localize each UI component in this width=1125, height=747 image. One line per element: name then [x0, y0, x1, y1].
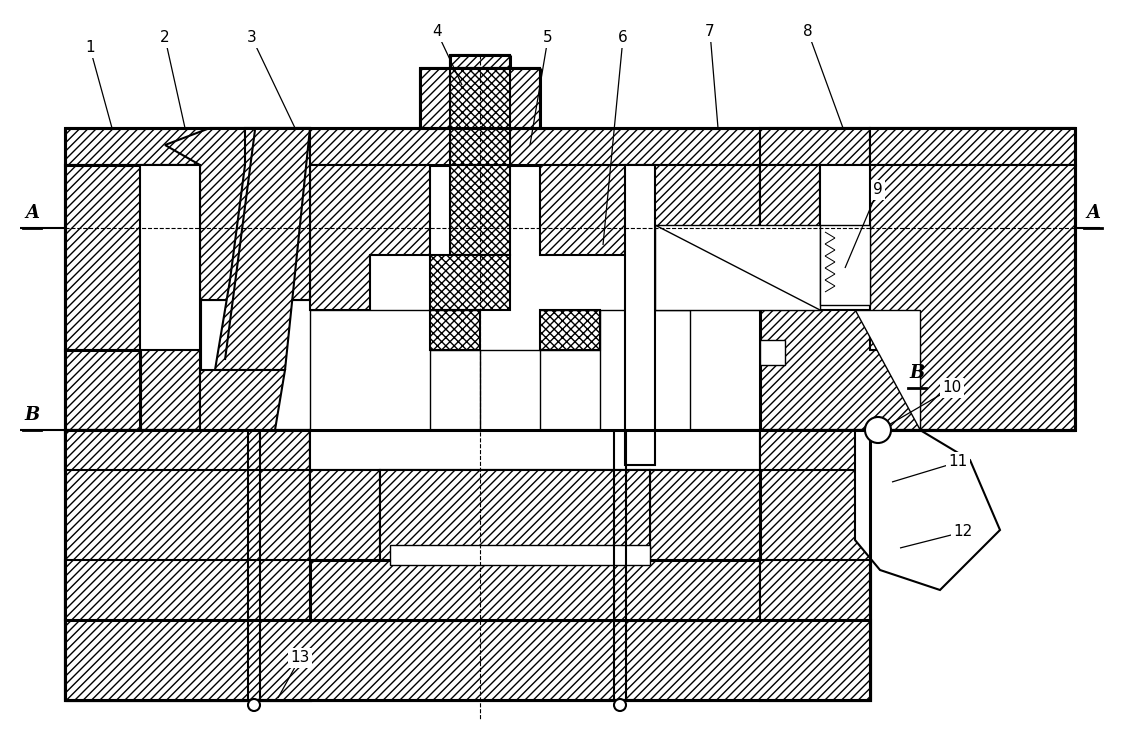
Polygon shape [450, 68, 510, 165]
Polygon shape [65, 430, 310, 700]
Polygon shape [200, 370, 285, 430]
Text: 6: 6 [618, 31, 628, 46]
Bar [820, 225, 870, 305]
Circle shape [614, 699, 626, 711]
Polygon shape [450, 55, 510, 68]
Polygon shape [540, 165, 760, 310]
Polygon shape [450, 165, 510, 255]
Polygon shape [310, 560, 760, 620]
Polygon shape [760, 165, 1076, 430]
Text: 5: 5 [543, 31, 552, 46]
Polygon shape [650, 470, 761, 560]
Polygon shape [310, 430, 760, 470]
Polygon shape [430, 255, 510, 310]
Polygon shape [165, 128, 310, 300]
Bar [760, 340, 785, 365]
Polygon shape [65, 128, 1076, 165]
Polygon shape [760, 430, 870, 700]
Polygon shape [600, 310, 690, 430]
Polygon shape [310, 310, 430, 430]
Polygon shape [870, 128, 1076, 165]
Text: 9: 9 [873, 182, 883, 197]
Polygon shape [760, 165, 820, 310]
Text: 11: 11 [948, 454, 968, 470]
Circle shape [248, 699, 260, 711]
Bar [626, 165, 655, 465]
Polygon shape [310, 430, 380, 470]
Text: 7: 7 [705, 25, 714, 40]
Text: A: A [25, 204, 39, 222]
Text: 10: 10 [943, 380, 962, 395]
Polygon shape [200, 165, 310, 300]
Polygon shape [380, 470, 650, 560]
Text: 12: 12 [953, 524, 973, 539]
Text: 1: 1 [86, 40, 94, 55]
Polygon shape [855, 310, 920, 430]
Text: A: A [1086, 204, 1100, 222]
Polygon shape [65, 430, 310, 470]
Text: 3: 3 [248, 31, 256, 46]
Polygon shape [480, 350, 540, 430]
Polygon shape [215, 128, 310, 370]
Polygon shape [65, 165, 200, 430]
Polygon shape [855, 430, 1000, 590]
Polygon shape [310, 165, 430, 310]
Polygon shape [65, 165, 200, 430]
Polygon shape [65, 350, 140, 430]
Polygon shape [310, 470, 380, 560]
Polygon shape [870, 165, 1076, 430]
Polygon shape [865, 445, 970, 575]
Polygon shape [140, 165, 200, 350]
Polygon shape [420, 68, 540, 128]
Polygon shape [760, 430, 870, 470]
Polygon shape [65, 430, 310, 700]
Text: 4: 4 [432, 25, 442, 40]
Text: 2: 2 [160, 31, 170, 46]
Polygon shape [65, 620, 870, 700]
Polygon shape [540, 310, 600, 350]
Text: B: B [25, 406, 39, 424]
Polygon shape [430, 310, 480, 350]
Text: 13: 13 [290, 651, 309, 666]
Bar [390, 545, 650, 565]
Text: B: B [909, 364, 925, 382]
Polygon shape [310, 470, 760, 560]
Text: 8: 8 [803, 25, 812, 40]
Circle shape [865, 417, 891, 443]
Polygon shape [65, 560, 310, 620]
Polygon shape [655, 225, 820, 310]
Polygon shape [820, 165, 870, 310]
Polygon shape [380, 470, 650, 560]
Polygon shape [760, 128, 870, 165]
Polygon shape [760, 560, 870, 620]
Polygon shape [65, 430, 870, 700]
